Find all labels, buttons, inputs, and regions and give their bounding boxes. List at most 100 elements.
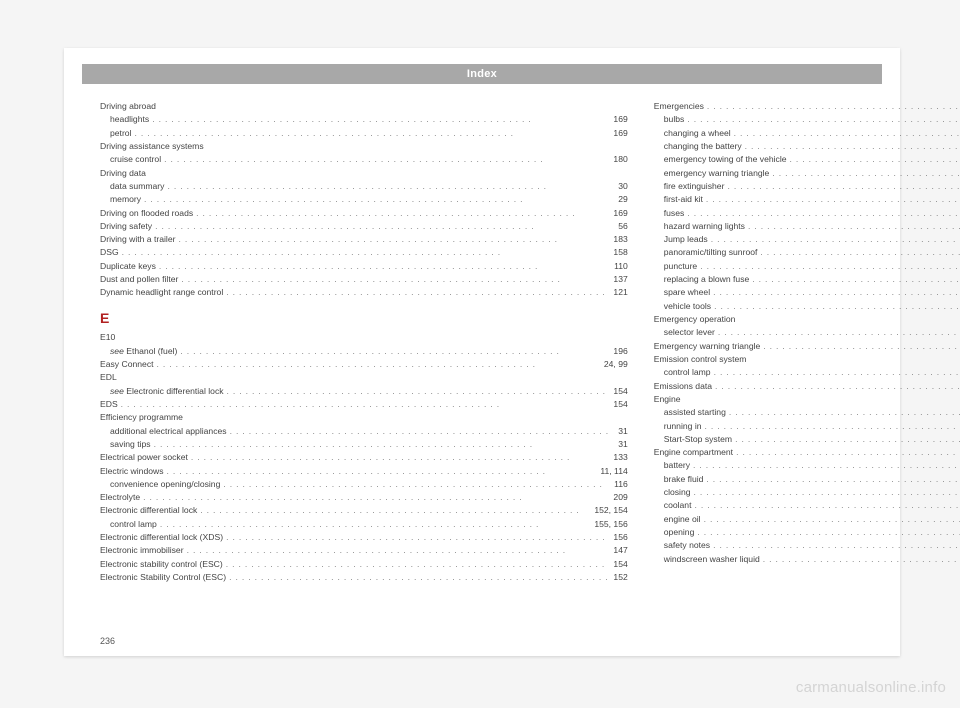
leader-dots: . . . . . . . . . . . . . . . . . . . . … [175,233,611,246]
index-entry-page: 147 [611,544,627,557]
index-header-title: Index [467,68,497,80]
index-entry: see Electronic differential lock . . . .… [100,385,628,398]
index-entry-label: fire extinguisher [664,180,725,193]
leader-dots: . . . . . . . . . . . . . . . . . . . . … [154,358,602,371]
index-entry-page: 110 [612,260,628,273]
index-entry-label: puncture [664,260,697,273]
index-entry-label: Start-Stop system [664,433,732,446]
index-entry-label: Electronic stability control (ESC) [100,558,223,571]
index-entry-page: 209 [611,491,627,504]
index-entry-label: Duplicate keys [100,260,156,273]
leader-dots: . . . . . . . . . . . . . . . . . . . . … [157,518,593,531]
index-column-2: Emergencies . . . . . . . . . . . . . . … [654,100,960,584]
leader-dots: . . . . . . . . . . . . . . . . . . . . … [731,127,960,140]
manual-page: Index Driving abroadheadlights . . . . .… [64,48,900,656]
index-entry: puncture . . . . . . . . . . . . . . . .… [654,260,960,273]
index-entry-label: spare wheel [664,286,710,299]
page-number: 236 [100,636,115,646]
leader-dots: . . . . . . . . . . . . . . . . . . . . … [164,180,616,193]
index-entry: Electronic stability control (ESC) . . .… [100,558,628,571]
index-entry: Driving with a trailer . . . . . . . . .… [100,233,628,246]
leader-dots: . . . . . . . . . . . . . . . . . . . . … [226,571,611,584]
index-entry: Efficiency programme [100,411,628,424]
index-entry-label: Emission control system [654,353,747,366]
leader-dots: . . . . . . . . . . . . . . . . . . . . … [224,385,612,398]
index-entry-label: Electronic Stability Control (ESC) [100,571,226,584]
leader-dots: . . . . . . . . . . . . . . . . . . . . … [684,207,960,220]
index-entry: Emission control system [654,353,960,366]
index-entry-label: emergency towing of the vehicle [664,153,787,166]
index-entry: saving tips . . . . . . . . . . . . . . … [100,438,628,451]
leader-dots: . . . . . . . . . . . . . . . . . . . . … [757,246,960,259]
index-entry-label: Driving abroad [100,100,156,113]
index-entry: Driving data [100,167,628,180]
index-entry: petrol . . . . . . . . . . . . . . . . .… [100,127,628,140]
index-entry-label: fuses [664,207,685,220]
index-entry-label: cruise control [110,153,161,166]
index-entry: additional electrical appliances . . . .… [100,425,628,438]
index-entry-page: 152 [611,571,627,584]
leader-dots: . . . . . . . . . . . . . . . . . . . . … [745,220,960,233]
index-entry-label: closing [664,486,691,499]
index-entry-page: 137 [611,273,627,286]
leader-dots: . . . . . . . . . . . . . . . . . . . . … [726,406,960,419]
index-entry: Engine [654,393,960,406]
index-entry-label: EDL [100,371,117,384]
index-entry: battery . . . . . . . . . . . . . . . . … [654,459,960,472]
index-entry: Electric windows . . . . . . . . . . . .… [100,465,628,478]
leader-dots: . . . . . . . . . . . . . . . . . . . . … [178,273,611,286]
leader-dots: . . . . . . . . . . . . . . . . . . . . … [156,260,612,273]
leader-dots: . . . . . . . . . . . . . . . . . . . . … [711,300,960,313]
leader-dots: . . . . . . . . . . . . . . . . . . . . … [712,380,960,393]
index-entry-label: Engine compartment [654,446,733,459]
index-entry-page: 152, 154 [592,504,627,517]
index-entry-page: 31 [616,425,628,438]
index-entry: fuses . . . . . . . . . . . . . . . . . … [654,207,960,220]
index-entry-page: 11, 114 [598,465,627,478]
index-entry-page: 154 [611,558,627,571]
index-entry-label: Electronic immobiliser [100,544,184,557]
index-entry: Emergency warning triangle . . . . . . .… [654,340,960,353]
leader-dots: . . . . . . . . . . . . . . . . . . . . … [787,153,960,166]
index-entry-label: Emergency warning triangle [654,340,761,353]
index-entry: Emergency operation [654,313,960,326]
index-entry-label: assisted starting [664,406,726,419]
leader-dots: . . . . . . . . . . . . . . . . . . . . … [724,180,960,193]
leader-dots: . . . . . . . . . . . . . . . . . . . . … [197,504,592,517]
index-entry: control lamp . . . . . . . . . . . . . .… [654,366,960,379]
index-entry-label: Electronic differential lock [100,504,197,517]
index-entry: windscreen washer liquid . . . . . . . .… [654,553,960,566]
index-entry: safety notes . . . . . . . . . . . . . .… [654,539,960,552]
leader-dots: . . . . . . . . . . . . . . . . . . . . … [691,499,960,512]
index-entry: Electronic differential lock . . . . . .… [100,504,628,517]
index-entry-label: memory [110,193,141,206]
index-entry-label: Driving with a trailer [100,233,175,246]
index-entry-label: battery [664,459,690,472]
index-entry-label: Dynamic headlight range control [100,286,223,299]
index-entry: Electronic differential lock (XDS) . . .… [100,531,628,544]
index-entry-label: additional electrical appliances [110,425,227,438]
leader-dots: . . . . . . . . . . . . . . . . . . . . … [149,113,611,126]
index-entry-label: Driving safety [100,220,152,233]
index-entry-page: 56 [616,220,628,233]
index-entry-label: first-aid kit [664,193,703,206]
leader-dots: . . . . . . . . . . . . . . . . . . . . … [161,153,611,166]
index-entry-page: 29 [616,193,628,206]
index-entry-label: bulbs [664,113,685,126]
leader-dots: . . . . . . . . . . . . . . . . . . . . … [760,340,960,353]
index-entry-page: 24, 99 [602,358,628,371]
index-entry: Driving on flooded roads . . . . . . . .… [100,207,628,220]
index-entry: see Ethanol (fuel) . . . . . . . . . . .… [100,345,628,358]
leader-dots: . . . . . . . . . . . . . . . . . . . . … [220,478,612,491]
index-entry: Driving assistance systems [100,140,628,153]
index-entry: Electrolyte . . . . . . . . . . . . . . … [100,491,628,504]
index-entry-page: 154 [611,398,627,411]
leader-dots: . . . . . . . . . . . . . . . . . . . . … [708,233,960,246]
index-columns: Driving abroadheadlights . . . . . . . .… [100,100,864,584]
index-entry: DSG . . . . . . . . . . . . . . . . . . … [100,246,628,259]
index-entry: Engine compartment . . . . . . . . . . .… [654,446,960,459]
index-entry: E10 [100,331,628,344]
index-entry: EDS . . . . . . . . . . . . . . . . . . … [100,398,628,411]
index-entry: selector lever . . . . . . . . . . . . .… [654,326,960,339]
index-entry: Emergencies . . . . . . . . . . . . . . … [654,100,960,113]
